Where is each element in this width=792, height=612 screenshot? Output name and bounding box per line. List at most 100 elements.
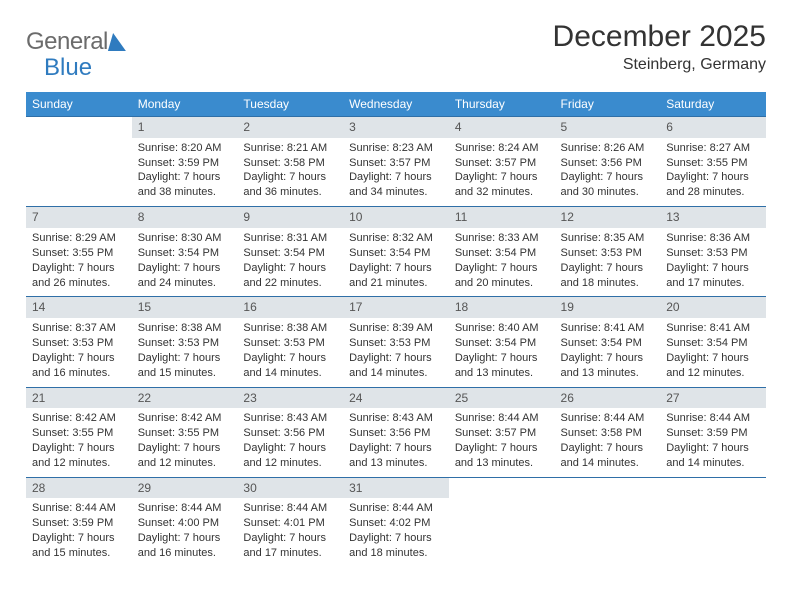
- day-number: 7: [26, 207, 132, 228]
- day-details: Sunrise: 8:27 AMSunset: 3:55 PMDaylight:…: [660, 138, 766, 206]
- calendar-week-row: 14Sunrise: 8:37 AMSunset: 3:53 PMDayligh…: [26, 297, 766, 387]
- day-details: Sunrise: 8:42 AMSunset: 3:55 PMDaylight:…: [132, 408, 238, 476]
- day-details: Sunrise: 8:36 AMSunset: 3:53 PMDaylight:…: [660, 228, 766, 296]
- calendar-day-cell: 11Sunrise: 8:33 AMSunset: 3:54 PMDayligh…: [449, 207, 555, 297]
- calendar-day-cell: 21Sunrise: 8:42 AMSunset: 3:55 PMDayligh…: [26, 387, 132, 477]
- calendar-day-cell: 19Sunrise: 8:41 AMSunset: 3:54 PMDayligh…: [555, 297, 661, 387]
- calendar-day-cell: 28Sunrise: 8:44 AMSunset: 3:59 PMDayligh…: [26, 477, 132, 567]
- calendar-table: SundayMondayTuesdayWednesdayThursdayFrid…: [26, 92, 766, 567]
- calendar-day-cell: 13Sunrise: 8:36 AMSunset: 3:53 PMDayligh…: [660, 207, 766, 297]
- calendar-day-cell: 23Sunrise: 8:43 AMSunset: 3:56 PMDayligh…: [237, 387, 343, 477]
- calendar-day-cell: 4Sunrise: 8:24 AMSunset: 3:57 PMDaylight…: [449, 117, 555, 207]
- calendar-day-cell: 7Sunrise: 8:29 AMSunset: 3:55 PMDaylight…: [26, 207, 132, 297]
- calendar-day-cell: 27Sunrise: 8:44 AMSunset: 3:59 PMDayligh…: [660, 387, 766, 477]
- location-subtitle: Steinberg, Germany: [553, 56, 766, 74]
- calendar-day-cell: 5Sunrise: 8:26 AMSunset: 3:56 PMDaylight…: [555, 117, 661, 207]
- day-details: Sunrise: 8:35 AMSunset: 3:53 PMDaylight:…: [555, 228, 661, 296]
- day-details: Sunrise: 8:24 AMSunset: 3:57 PMDaylight:…: [449, 138, 555, 206]
- day-number: 31: [343, 478, 449, 499]
- day-number: 23: [237, 388, 343, 409]
- day-number: 29: [132, 478, 238, 499]
- calendar-day-cell: 18Sunrise: 8:40 AMSunset: 3:54 PMDayligh…: [449, 297, 555, 387]
- page-title: December 2025: [553, 20, 766, 54]
- calendar-day-cell: 24Sunrise: 8:43 AMSunset: 3:56 PMDayligh…: [343, 387, 449, 477]
- calendar-day-cell: 20Sunrise: 8:41 AMSunset: 3:54 PMDayligh…: [660, 297, 766, 387]
- day-number: 30: [237, 478, 343, 499]
- day-number: 1: [132, 117, 238, 138]
- day-details: Sunrise: 8:38 AMSunset: 3:53 PMDaylight:…: [132, 318, 238, 386]
- day-details: Sunrise: 8:40 AMSunset: 3:54 PMDaylight:…: [449, 318, 555, 386]
- logo-text-1: General: [26, 28, 108, 56]
- day-details: Sunrise: 8:31 AMSunset: 3:54 PMDaylight:…: [237, 228, 343, 296]
- calendar-day-cell: 2Sunrise: 8:21 AMSunset: 3:58 PMDaylight…: [237, 117, 343, 207]
- calendar-day-cell: 31Sunrise: 8:44 AMSunset: 4:02 PMDayligh…: [343, 477, 449, 567]
- calendar-week-row: 7Sunrise: 8:29 AMSunset: 3:55 PMDaylight…: [26, 207, 766, 297]
- calendar-day-cell: 12Sunrise: 8:35 AMSunset: 3:53 PMDayligh…: [555, 207, 661, 297]
- calendar-day-cell: 30Sunrise: 8:44 AMSunset: 4:01 PMDayligh…: [237, 477, 343, 567]
- day-number: 18: [449, 297, 555, 318]
- day-details: Sunrise: 8:38 AMSunset: 3:53 PMDaylight:…: [237, 318, 343, 386]
- weekday-header: Tuesday: [237, 92, 343, 117]
- day-number: 24: [343, 388, 449, 409]
- day-number: 6: [660, 117, 766, 138]
- weekday-header: Thursday: [449, 92, 555, 117]
- logo-triangle-icon: [104, 33, 126, 51]
- day-details: Sunrise: 8:23 AMSunset: 3:57 PMDaylight:…: [343, 138, 449, 206]
- logo: General: [26, 20, 126, 56]
- weekday-header: Monday: [132, 92, 238, 117]
- calendar-day-cell: 1Sunrise: 8:20 AMSunset: 3:59 PMDaylight…: [132, 117, 238, 207]
- calendar-day-cell: 3Sunrise: 8:23 AMSunset: 3:57 PMDaylight…: [343, 117, 449, 207]
- calendar-header-row: SundayMondayTuesdayWednesdayThursdayFrid…: [26, 92, 766, 117]
- day-details: Sunrise: 8:39 AMSunset: 3:53 PMDaylight:…: [343, 318, 449, 386]
- day-number: 5: [555, 117, 661, 138]
- day-number: 25: [449, 388, 555, 409]
- calendar-day-cell: .: [26, 117, 132, 207]
- day-number: 9: [237, 207, 343, 228]
- day-number: 11: [449, 207, 555, 228]
- day-details: Sunrise: 8:44 AMSunset: 3:59 PMDaylight:…: [660, 408, 766, 476]
- calendar-day-cell: 22Sunrise: 8:42 AMSunset: 3:55 PMDayligh…: [132, 387, 238, 477]
- day-number: 8: [132, 207, 238, 228]
- day-number: 16: [237, 297, 343, 318]
- calendar-day-cell: 29Sunrise: 8:44 AMSunset: 4:00 PMDayligh…: [132, 477, 238, 567]
- calendar-day-cell: 26Sunrise: 8:44 AMSunset: 3:58 PMDayligh…: [555, 387, 661, 477]
- calendar-day-cell: 17Sunrise: 8:39 AMSunset: 3:53 PMDayligh…: [343, 297, 449, 387]
- day-details: Sunrise: 8:44 AMSunset: 3:58 PMDaylight:…: [555, 408, 661, 476]
- calendar-day-cell: 14Sunrise: 8:37 AMSunset: 3:53 PMDayligh…: [26, 297, 132, 387]
- calendar-day-cell: .: [660, 477, 766, 567]
- day-details: Sunrise: 8:44 AMSunset: 3:59 PMDaylight:…: [26, 498, 132, 566]
- day-details: Sunrise: 8:26 AMSunset: 3:56 PMDaylight:…: [555, 138, 661, 206]
- day-details: Sunrise: 8:30 AMSunset: 3:54 PMDaylight:…: [132, 228, 238, 296]
- day-details: Sunrise: 8:32 AMSunset: 3:54 PMDaylight:…: [343, 228, 449, 296]
- weekday-header: Friday: [555, 92, 661, 117]
- day-details: Sunrise: 8:20 AMSunset: 3:59 PMDaylight:…: [132, 138, 238, 206]
- calendar-day-cell: 6Sunrise: 8:27 AMSunset: 3:55 PMDaylight…: [660, 117, 766, 207]
- day-details: Sunrise: 8:42 AMSunset: 3:55 PMDaylight:…: [26, 408, 132, 476]
- day-details: Sunrise: 8:44 AMSunset: 4:00 PMDaylight:…: [132, 498, 238, 566]
- day-number: 22: [132, 388, 238, 409]
- calendar-week-row: .1Sunrise: 8:20 AMSunset: 3:59 PMDayligh…: [26, 117, 766, 207]
- day-details: Sunrise: 8:41 AMSunset: 3:54 PMDaylight:…: [660, 318, 766, 386]
- day-details: Sunrise: 8:43 AMSunset: 3:56 PMDaylight:…: [343, 408, 449, 476]
- calendar-day-cell: 15Sunrise: 8:38 AMSunset: 3:53 PMDayligh…: [132, 297, 238, 387]
- day-number: 13: [660, 207, 766, 228]
- day-details: Sunrise: 8:43 AMSunset: 3:56 PMDaylight:…: [237, 408, 343, 476]
- calendar-day-cell: 25Sunrise: 8:44 AMSunset: 3:57 PMDayligh…: [449, 387, 555, 477]
- day-details: Sunrise: 8:33 AMSunset: 3:54 PMDaylight:…: [449, 228, 555, 296]
- weekday-header: Wednesday: [343, 92, 449, 117]
- day-details: Sunrise: 8:21 AMSunset: 3:58 PMDaylight:…: [237, 138, 343, 206]
- day-number: 14: [26, 297, 132, 318]
- day-details: Sunrise: 8:37 AMSunset: 3:53 PMDaylight:…: [26, 318, 132, 386]
- weekday-header: Sunday: [26, 92, 132, 117]
- calendar-day-cell: 8Sunrise: 8:30 AMSunset: 3:54 PMDaylight…: [132, 207, 238, 297]
- day-number: 17: [343, 297, 449, 318]
- day-number: 20: [660, 297, 766, 318]
- day-number: 3: [343, 117, 449, 138]
- day-number: 2: [237, 117, 343, 138]
- weekday-header: Saturday: [660, 92, 766, 117]
- day-number: 12: [555, 207, 661, 228]
- calendar-day-cell: .: [555, 477, 661, 567]
- calendar-week-row: 28Sunrise: 8:44 AMSunset: 3:59 PMDayligh…: [26, 477, 766, 567]
- day-number: 19: [555, 297, 661, 318]
- calendar-day-cell: 9Sunrise: 8:31 AMSunset: 3:54 PMDaylight…: [237, 207, 343, 297]
